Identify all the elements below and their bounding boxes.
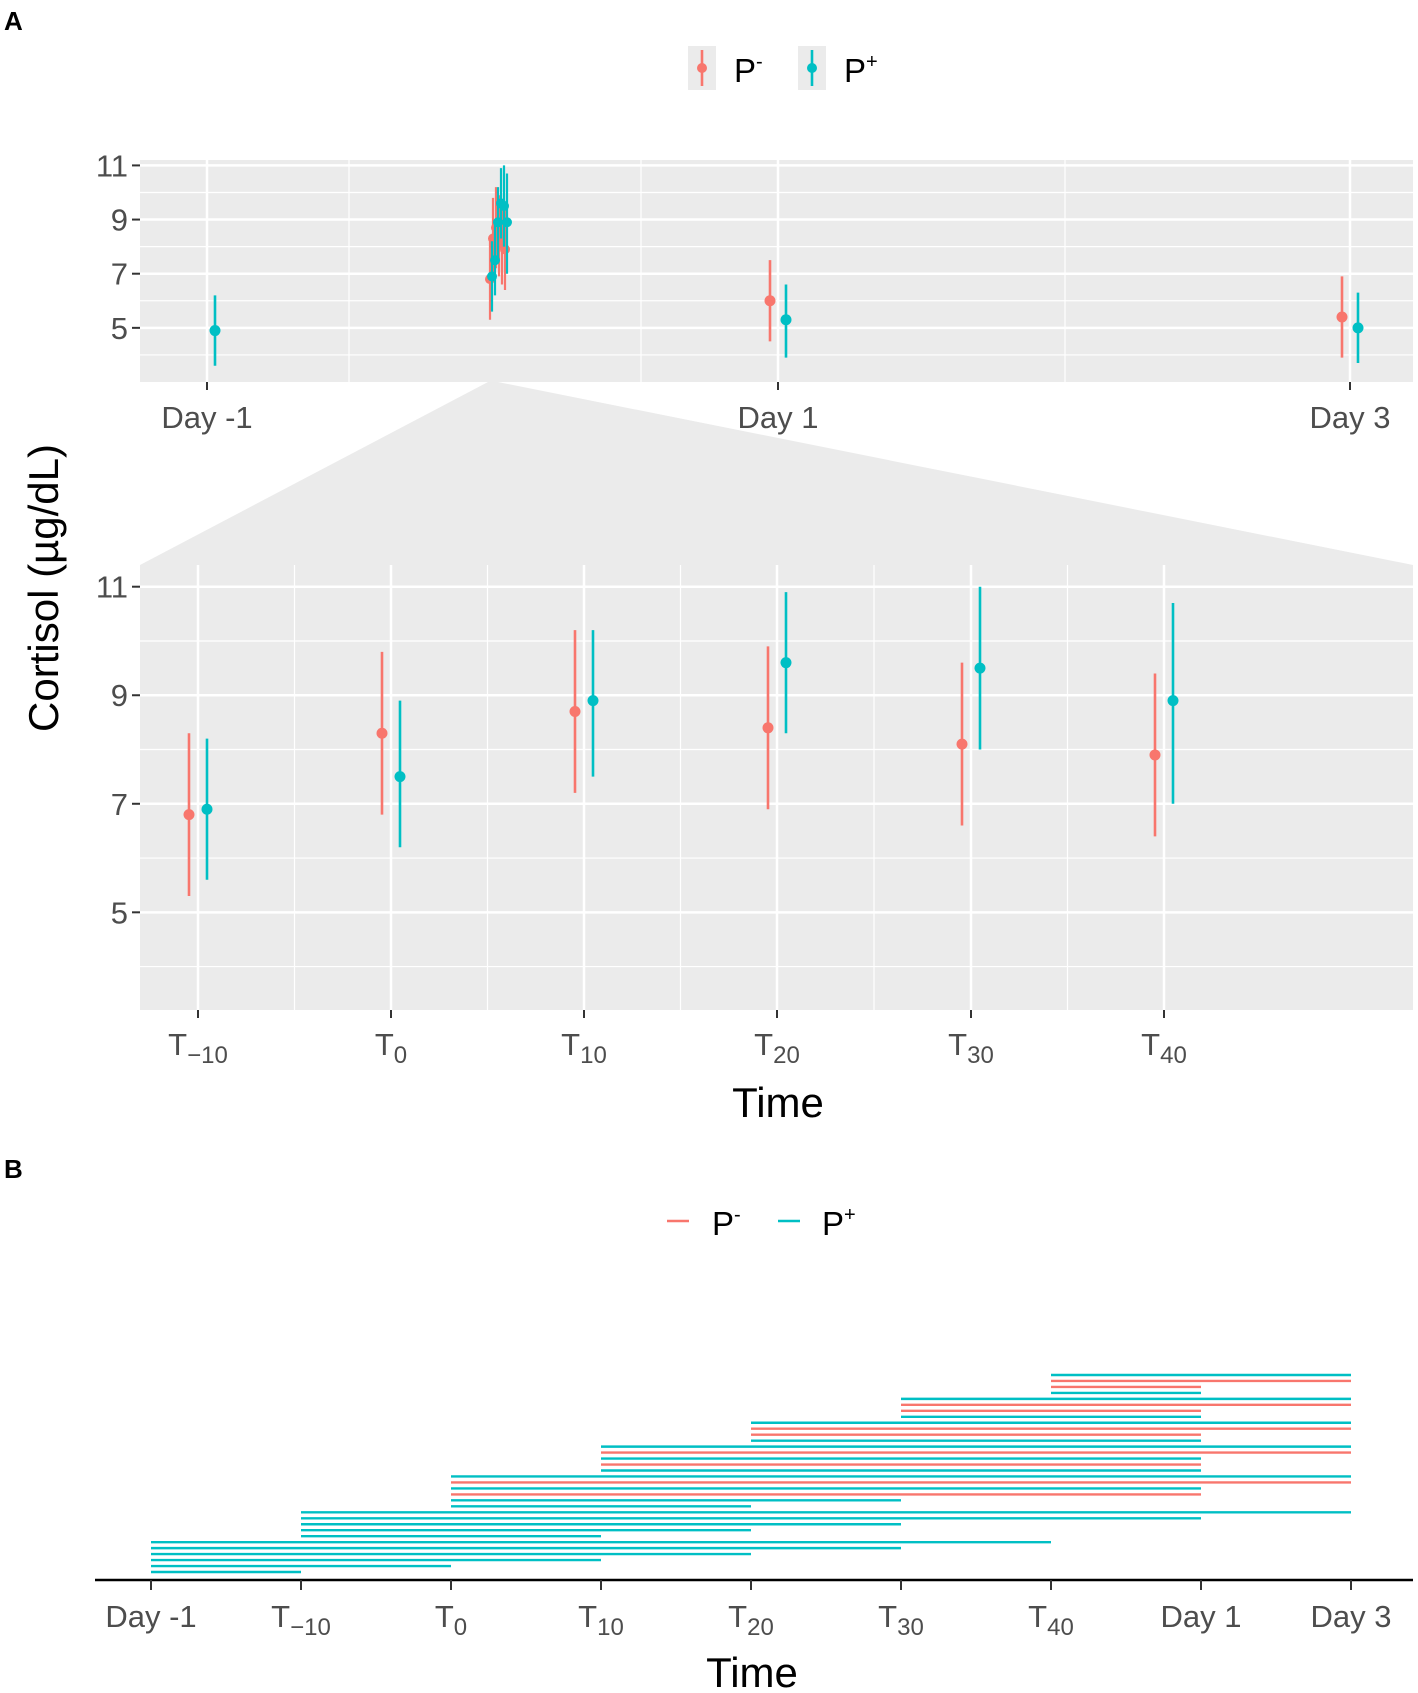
y-axis-title: Cortisol (µg/dL) <box>20 444 67 732</box>
a-zoom-y-tick-label: 11 <box>96 570 128 605</box>
legend-a-label-p-minus: P- <box>734 51 763 89</box>
chart-a-zoom: 5 7 9 11 T−10 T0 T10 T20 T30 T40 <box>96 565 1413 1069</box>
a-zoom-point-p-t-10 <box>201 803 213 815</box>
a-zoom-x-tick-label-t20: T20 <box>754 1027 800 1069</box>
a-zoom-x-tick-label-t40: T40 <box>1141 1027 1187 1069</box>
b-x-tick-label-day-3: Day 3 <box>1311 1599 1392 1634</box>
legend-a: P- P+ <box>688 46 878 90</box>
b-x-tick-label-day-1: Day -1 <box>105 1599 196 1634</box>
b-x-tick-label-t-10: T−10 <box>271 1599 331 1641</box>
a-zoom-point-p-t10 <box>569 706 581 718</box>
a-zoom-x-tick-label-t10: T10 <box>561 1027 607 1069</box>
a-zoom-point-p-t40 <box>1149 749 1161 761</box>
a-zoom-point-p-t30 <box>956 738 968 750</box>
a-top-x-tick-label-day-1: Day -1 <box>161 400 252 435</box>
panel-label-b: B <box>4 1154 23 1184</box>
a-zoom-point-p-t20 <box>780 657 792 669</box>
a-top-y-tick-label: 5 <box>111 311 128 346</box>
legend-a-label-p-plus: P+ <box>844 51 878 89</box>
a-zoom-x-tick-label-t-10: T−10 <box>168 1027 228 1069</box>
a-zoom-point-p-t-10 <box>183 809 195 821</box>
a-top-point-p-day-1 <box>209 325 221 337</box>
chart-a-top: 5 7 9 11 Day -1 Day 1 Day 3 <box>96 148 1413 435</box>
legend-b: P- P+ <box>667 1204 856 1242</box>
a-top-y-tick-label: 9 <box>111 203 128 238</box>
legend-b-label-p-plus: P+ <box>822 1204 856 1242</box>
a-zoom-point-p-t30 <box>974 662 986 674</box>
b-x-tick-label-t0: T0 <box>435 1599 467 1641</box>
a-top-x-tick-label-day-3: Day 3 <box>1310 400 1391 435</box>
panel-label-a: A <box>4 6 23 36</box>
a-top-y-tick-label: 11 <box>96 148 128 183</box>
a-zoom-y-tick-label: 7 <box>111 787 128 822</box>
a-zoom-point-p-t40 <box>1167 695 1179 707</box>
b-x-tick-label-t10: T10 <box>578 1599 624 1641</box>
a-zoom-y-tick-label: 9 <box>111 678 128 713</box>
a-zoom-x-axis-title: Time <box>732 1079 824 1126</box>
a-top-y-tick-label: 7 <box>111 257 128 292</box>
a-zoom-point-p-t10 <box>587 695 599 707</box>
b-x-tick-label-t40: T40 <box>1028 1599 1074 1641</box>
a-top-point-p-day-3 <box>1352 322 1364 334</box>
chart-a-top-panel <box>140 160 1413 382</box>
b-x-tick-label-t20: T20 <box>728 1599 774 1641</box>
a-top-cluster-point-p-t40 <box>502 217 512 228</box>
a-zoom-point-p-t0 <box>376 727 388 739</box>
legend-b-label-p-minus: P- <box>712 1204 741 1242</box>
a-zoom-y-tick-label: 5 <box>111 895 128 930</box>
a-zoom-x-tick-label-t0: T0 <box>375 1027 407 1069</box>
a-zoom-x-tick-label-t30: T30 <box>948 1027 994 1069</box>
b-x-axis-title: Time <box>706 1649 798 1693</box>
a-zoom-point-p-t20 <box>762 722 774 734</box>
b-x-tick-label-t30: T30 <box>878 1599 924 1641</box>
a-top-point-p-day-1 <box>780 314 792 326</box>
legend-a-key-p-minus-dot <box>697 63 707 73</box>
chart-b: Day -1 T−10 T0 T10 T20 T30 T40 Day 1 Day 3 <box>95 1373 1413 1641</box>
legend-a-key-p-plus-dot <box>807 63 817 73</box>
a-zoom-point-p-t0 <box>394 771 406 783</box>
a-top-point-p-day-3 <box>1336 311 1348 323</box>
a-top-point-p-day-1 <box>764 295 776 307</box>
a-top-x-tick-label-day-1: Day 1 <box>738 400 819 435</box>
zoom-connector <box>140 382 1413 565</box>
b-x-tick-label-day-1: Day 1 <box>1161 1599 1242 1634</box>
